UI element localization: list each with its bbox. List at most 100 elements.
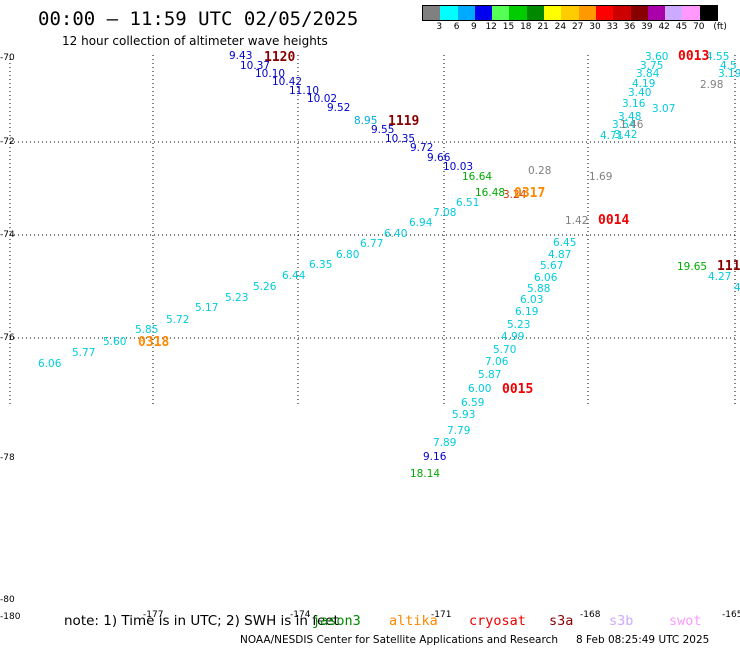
legend-unit: (ft) [713, 22, 727, 32]
legend-swatch [457, 6, 475, 20]
longitude-label: -180 [0, 612, 21, 622]
wave-height-value: 3.84 [636, 68, 660, 80]
wave-height-value: 4.87 [548, 249, 571, 261]
wave-height-value: 9.72 [410, 142, 433, 154]
legend-tick-label: 3 [436, 22, 443, 32]
legend-ticks: 3 6 9 12 15 18 21 24 27 30 33 36 39 42 45 70 (ft) [422, 21, 726, 33]
satellite-legend-swot: swot [669, 613, 702, 629]
longitude-label: -165 [722, 610, 740, 620]
wave-height-value: 4 [734, 282, 740, 294]
wave-height-value: 5.60 [103, 336, 126, 348]
wave-height-value: 10.37 [240, 60, 270, 72]
wave-height-value: 6.00 [468, 383, 491, 395]
wave-height-value: 2.98 [700, 79, 723, 91]
footer-timestamp: 8 Feb 08:25:49 UTC 2025 [576, 634, 710, 646]
wave-height-value: 5.88 [527, 283, 550, 295]
pass-time-label: 0318 [138, 335, 169, 350]
wave-height-value: 7.08 [433, 207, 456, 219]
longitude-label: -168 [580, 610, 601, 620]
legend-swatch [682, 6, 700, 20]
axis-labels: -70 -72 -74 -76 -78 -80 -180 -177 -174 -171 -168 -1… [0, 53, 740, 622]
wave-height-value: 10.35 [385, 133, 415, 145]
satellite-legend-altika: altika [389, 613, 438, 629]
wave-height-value: 1.42 [565, 215, 588, 227]
legend-swatch [595, 6, 614, 20]
wave-height-value: 6.44 [282, 270, 306, 282]
legend-tick-label: 30 [589, 22, 601, 32]
wave-height-value: 6.94 [409, 217, 433, 229]
note-text: note: 1) Time is in UTC; 2) SWH is in fe… [64, 613, 339, 629]
wave-height-value: 16.64 [462, 171, 492, 183]
wave-height-value: 5.72 [166, 314, 189, 326]
legend-swatch [561, 6, 579, 20]
satellite-legend-jason3: jason3 [312, 613, 361, 629]
wave-height-value: 3.60 [645, 51, 668, 63]
wave-height-value: 6.03 [520, 294, 543, 306]
wave-height-value: 5.17 [195, 302, 218, 314]
wave-height-value: 3.24 [503, 189, 527, 201]
latitude-label: -76 [0, 333, 15, 343]
wave-height-value: 3.48 [618, 111, 641, 123]
legend-swatch [578, 6, 596, 20]
wave-height-value: 5.70 [493, 344, 516, 356]
wave-height-value: 7.89 [433, 437, 456, 449]
legend-swatch [630, 6, 648, 20]
pass-time-label: 0015 [502, 382, 533, 397]
longitude-label: -171 [431, 610, 451, 620]
wave-height-value: 6.77 [360, 238, 383, 250]
wave-height-value: 5.26 [253, 281, 277, 293]
wave-height-value: 10.42 [272, 76, 302, 88]
map-grid [9, 55, 738, 405]
wave-height-value: 8.95 [354, 115, 377, 127]
legend-swatch [613, 6, 631, 20]
legend-tick-label: 42 [658, 22, 670, 32]
legend-swatch [474, 6, 493, 20]
pass-time-label: 0317 [514, 186, 545, 201]
wave-height-value: 6.19 [515, 306, 538, 318]
wave-height-value: 18.14 [410, 468, 440, 480]
legend-tick-label: 24 [554, 22, 567, 32]
legend-tick-label: 18 [520, 22, 532, 32]
wave-height-value: 3.16 [622, 98, 646, 110]
wave-height-value: 4.71 [600, 130, 623, 142]
satellite-legend-s3a: s3a [549, 613, 574, 629]
legend-tick-label: 9 [471, 22, 477, 32]
wave-height-value: 5.77 [72, 347, 95, 359]
wave-height-value: 9.66 [427, 152, 451, 164]
wave-height-value: 3.40 [628, 87, 651, 99]
legend-swatch [423, 6, 441, 20]
wave-height-value: 5.23 [507, 319, 530, 331]
wave-height-value: 3.19 [718, 68, 740, 80]
wave-height-value: 6.06 [38, 358, 62, 370]
legend-tick-label: 45 [675, 22, 688, 32]
legend-swatch [665, 6, 683, 20]
legend-tick-label: 12 [485, 22, 497, 32]
pass-time-label: 1120 [264, 50, 295, 65]
map-subtitle: 12 hour collection of altimeter wave hei… [62, 34, 328, 48]
wave-height-value: 5.87 [478, 369, 501, 381]
latitude-label: -78 [0, 453, 15, 463]
latitude-label: -74 [0, 230, 15, 240]
wave-height-value: 3.42 [614, 129, 637, 141]
pass-time-label: 0013 [678, 49, 709, 64]
wave-height-value: 9.16 [423, 451, 447, 463]
legend-tick-label: 21 [537, 22, 549, 32]
wave-height-value: 6.06 [534, 272, 558, 284]
color-scale-legend: 3 6 9 12 15 18 21 24 27 30 33 36 39 42 45 70 (ft) [422, 5, 727, 33]
wave-height-value: 10.02 [307, 93, 337, 105]
legend-swatch [492, 6, 510, 20]
wave-height-value: 7.79 [447, 425, 470, 437]
wave-height-value: 3.07 [652, 103, 675, 115]
wave-height-value: 6.35 [309, 259, 332, 271]
wave-height-value: 1.46 [620, 119, 644, 131]
wave-height-value: 3.64 [612, 119, 636, 131]
legend-tick-label: 27 [571, 22, 584, 32]
wave-height-value: 6.40 [384, 228, 407, 240]
wave-height-value: 4.27 [708, 271, 731, 283]
latitude-label: -80 [0, 595, 15, 605]
wave-height-value: 6.51 [456, 197, 479, 209]
wave-height-value: 7.06 [485, 356, 509, 368]
latitude-label: -72 [0, 137, 15, 147]
